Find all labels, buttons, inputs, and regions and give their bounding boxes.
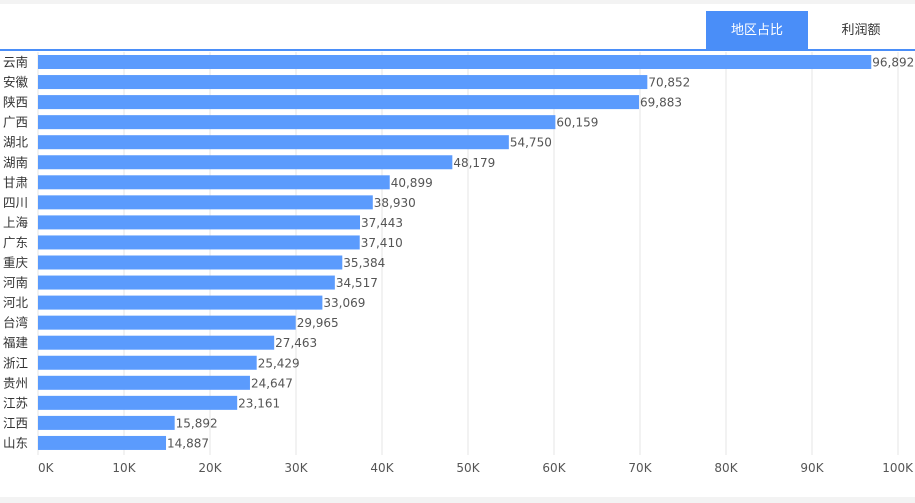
bar[interactable] — [38, 95, 639, 110]
value-label: 35,384 — [343, 256, 385, 270]
category-label: 陕西 — [3, 95, 28, 110]
category-label: 广东 — [3, 235, 28, 250]
x-tick-label: 10K — [112, 461, 136, 475]
bar[interactable] — [38, 155, 453, 170]
bar[interactable] — [38, 315, 296, 330]
value-label: 40,899 — [391, 176, 433, 190]
category-label: 湖北 — [3, 135, 29, 150]
category-label: 山东 — [3, 435, 28, 450]
value-label: 15,892 — [176, 416, 218, 430]
bar[interactable] — [38, 75, 648, 90]
x-tick-label: 80K — [714, 461, 738, 475]
bar[interactable] — [38, 135, 509, 150]
x-tick-label: 40K — [370, 461, 394, 475]
bar[interactable] — [38, 175, 390, 190]
x-tick-label: 100K — [882, 461, 914, 475]
category-label: 江苏 — [3, 395, 28, 410]
x-tick-label: 70K — [628, 461, 652, 475]
bar[interactable] — [38, 255, 343, 270]
value-label: 38,930 — [374, 196, 416, 210]
category-label: 甘肃 — [3, 175, 28, 190]
value-label: 37,443 — [361, 216, 403, 230]
category-label: 贵州 — [3, 375, 28, 390]
bar[interactable] — [38, 55, 872, 69]
bar[interactable] — [38, 375, 250, 390]
value-label: 33,069 — [323, 296, 365, 310]
x-tick-label: 30K — [284, 461, 308, 475]
tab-region-share[interactable]: 地区占比 — [706, 11, 808, 50]
bar[interactable] — [38, 395, 238, 410]
gridlines — [37, 52, 899, 455]
bar[interactable] — [38, 295, 323, 310]
bar[interactable] — [38, 415, 175, 430]
x-tick-label: 0K — [38, 461, 55, 475]
category-label: 广西 — [3, 115, 28, 130]
x-tick-label: 50K — [456, 461, 480, 475]
value-label: 69,883 — [640, 96, 682, 110]
value-label: 29,965 — [297, 316, 339, 330]
category-label: 河北 — [3, 295, 29, 310]
bar[interactable] — [38, 275, 335, 290]
value-label: 25,429 — [258, 356, 300, 370]
value-label: 14,887 — [167, 436, 209, 450]
category-label: 台湾 — [3, 315, 28, 330]
bar[interactable] — [38, 355, 257, 370]
category-label: 江西 — [3, 415, 28, 430]
labels: 0K 10K 20K 30K 40K 50K 60K 70K 80K 90K 100K 云南 96,89… — [3, 55, 914, 476]
value-label: 60,159 — [556, 116, 598, 130]
category-label: 安徽 — [3, 75, 29, 90]
category-label: 上海 — [3, 215, 29, 230]
category-label: 福建 — [3, 335, 29, 350]
bar[interactable] — [38, 235, 360, 250]
tab-underline — [0, 49, 915, 51]
value-label: 27,463 — [275, 336, 317, 350]
tab-bar: 地区占比 利润额 — [0, 4, 915, 51]
x-tick-label: 90K — [800, 461, 824, 475]
value-label: 23,161 — [238, 396, 280, 410]
x-tick-label: 20K — [198, 461, 222, 475]
category-label: 重庆 — [3, 255, 29, 270]
category-label: 湖南 — [3, 155, 28, 170]
bar[interactable] — [38, 115, 556, 130]
bar[interactable] — [38, 195, 373, 210]
bar[interactable] — [38, 435, 167, 450]
category-label: 云南 — [3, 55, 28, 70]
category-label: 河南 — [3, 275, 28, 290]
value-label: 34,517 — [336, 276, 378, 290]
tab-profit[interactable]: 利润额 — [810, 11, 912, 50]
value-label: 37,410 — [361, 236, 403, 250]
bar[interactable] — [38, 215, 361, 230]
value-label: 24,647 — [251, 376, 293, 390]
x-tick-label: 60K — [542, 461, 566, 475]
value-label: 54,750 — [510, 136, 552, 150]
value-label: 48,179 — [453, 156, 495, 170]
value-label: 96,892 — [872, 56, 914, 70]
bars — [38, 55, 872, 450]
bar[interactable] — [38, 335, 275, 350]
value-label: 70,852 — [648, 76, 690, 90]
category-label: 浙江 — [3, 355, 28, 370]
category-label: 四川 — [3, 195, 28, 210]
